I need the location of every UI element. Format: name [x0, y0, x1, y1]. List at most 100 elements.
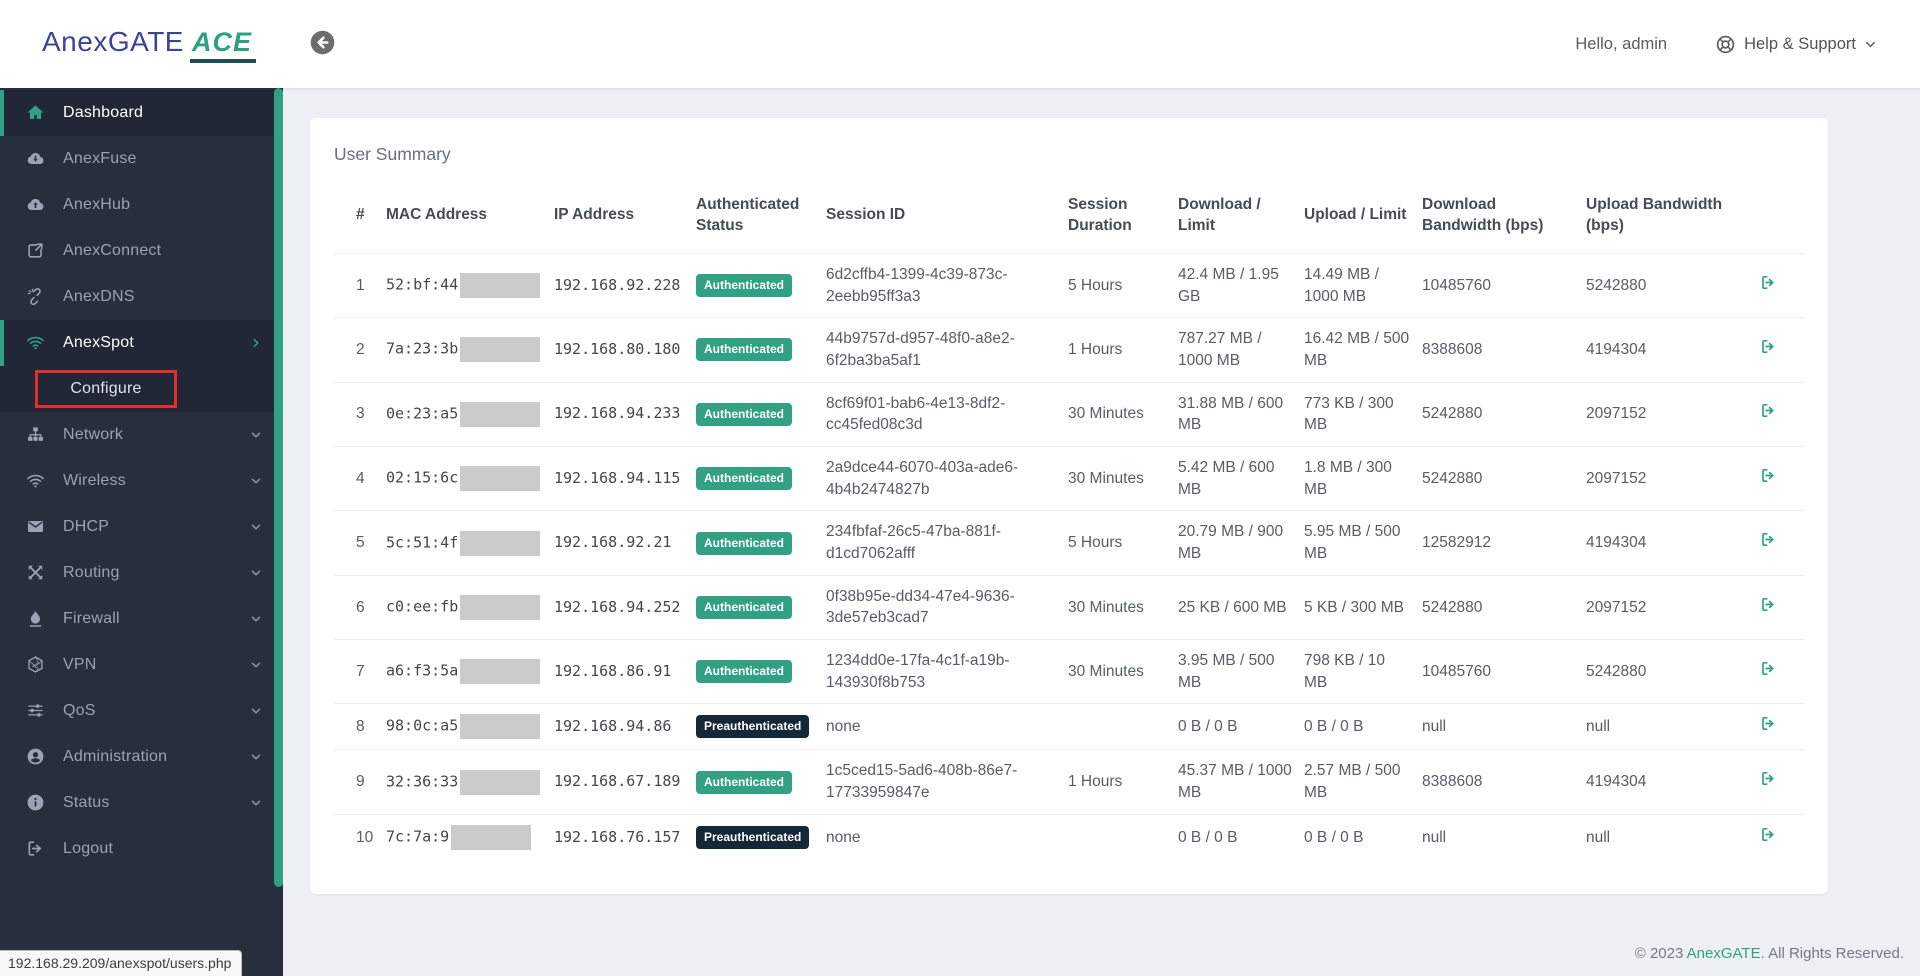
sidebar-item-dashboard[interactable]: Dashboard	[0, 90, 283, 136]
disconnect-user-button[interactable]	[1760, 467, 1777, 487]
table-row: 9 32:36:33 192.168.67.189 Authenticated 1c5c…	[334, 749, 1804, 815]
cloud-upload-icon	[26, 195, 46, 215]
row-number-cell: 6	[334, 574, 386, 640]
sidebar-item-anexdns[interactable]: AnexDNS	[0, 274, 283, 320]
sidebar-item-label: Status	[63, 794, 110, 811]
header-right: Hello, admin Help & Support	[1575, 34, 1920, 55]
row-action-cell	[1760, 317, 1804, 383]
session-duration-cell: 1 Hours	[1068, 749, 1178, 815]
sidebar-item-dhcp[interactable]: DHCP	[0, 504, 283, 550]
footer-brand-link[interactable]: AnexGATE	[1686, 945, 1761, 962]
sidebar-item-network[interactable]: Network	[0, 412, 283, 458]
mac-address-partial: 02:15:6c	[386, 468, 459, 487]
user-summary-table: # MAC Address IP Address Authenticated Stat…	[334, 189, 1804, 860]
sidebar-item-qos[interactable]: QoS	[0, 688, 283, 734]
sidebar-item-anexhub[interactable]: AnexHub	[0, 182, 283, 228]
session-id-cell: none	[826, 703, 1068, 750]
mac-address-partial: 0e:23:a5	[386, 404, 459, 423]
logout-icon	[26, 839, 46, 859]
mac-address-partial: 52:bf:44	[386, 275, 459, 294]
sidebar-item-vpn[interactable]: VPN	[0, 642, 283, 688]
chevron-down-icon	[249, 704, 263, 718]
table-row: 6 c0:ee:fb 192.168.94.252 Authenticated 0f38…	[334, 574, 1804, 640]
disconnect-user-button[interactable]	[1760, 338, 1777, 358]
ip-address-cell: 192.168.80.180	[554, 317, 696, 383]
ip-address-value: 192.168.86.91	[554, 661, 672, 680]
sidebar-item-anexfuse[interactable]: AnexFuse	[0, 136, 283, 182]
help-support-menu[interactable]: Help & Support	[1715, 34, 1878, 55]
sidebar-item-routing[interactable]: Routing	[0, 550, 283, 596]
upload-limit-cell: 5 KB / 300 MB	[1304, 574, 1422, 640]
mac-redaction	[460, 273, 541, 299]
status-bar-url: 192.168.29.209/anexspot/users.php	[0, 950, 243, 976]
column-header-download-bandwidth-bps-: Download Bandwidth (bps)	[1422, 196, 1544, 234]
status-cell: Authenticated	[696, 639, 826, 704]
mac-redaction	[460, 337, 541, 363]
app-logo: AnexGATE ACE	[42, 26, 256, 63]
row-action-cell	[1760, 813, 1804, 860]
disconnect-user-button[interactable]	[1760, 770, 1777, 790]
disconnect-user-button[interactable]	[1760, 274, 1777, 294]
row-action-cell	[1760, 445, 1804, 511]
life-ring-icon	[1715, 34, 1736, 55]
row-action-cell	[1760, 703, 1804, 750]
ip-address-cell: 192.168.94.252	[554, 574, 696, 640]
status-badge: Authenticated	[696, 531, 793, 555]
sign-out-icon	[1760, 715, 1777, 735]
sidebar-collapse-button[interactable]	[308, 30, 336, 58]
upload-limit-cell: 1.8 MB / 300 MB	[1304, 445, 1422, 511]
disconnect-user-button[interactable]	[1760, 596, 1777, 616]
disconnect-user-button[interactable]	[1760, 826, 1777, 846]
arrows-icon	[26, 563, 46, 583]
sidebar-item-logout[interactable]: Logout	[0, 826, 283, 872]
upload-bandwidth-cell: 2097152	[1586, 381, 1760, 447]
upload-bandwidth-cell: 2097152	[1586, 574, 1760, 640]
chevron-down-icon	[249, 796, 263, 810]
sidebar-item-wireless[interactable]: Wireless	[0, 458, 283, 504]
sign-out-icon	[1760, 274, 1777, 294]
sidebar-scrollbar[interactable]	[274, 88, 283, 887]
upload-limit-cell: 5.95 MB / 500 MB	[1304, 510, 1422, 576]
ip-address-value: 192.168.92.21	[554, 533, 672, 552]
status-cell: Authenticated	[696, 252, 826, 318]
sidebar-item-label: QoS	[63, 702, 96, 719]
sidebar-item-administration[interactable]: Administration	[0, 734, 283, 780]
ip-address-cell: 192.168.94.86	[554, 703, 696, 750]
column-header-mac-address: MAC Address	[386, 206, 488, 224]
session-duration-cell: 30 Minutes	[1068, 445, 1178, 511]
sidebar-item-anexconnect[interactable]: AnexConnect	[0, 228, 283, 274]
upload-limit-cell: 798 KB / 10 MB	[1304, 639, 1422, 704]
row-action-cell	[1760, 749, 1804, 815]
disconnect-user-button[interactable]	[1760, 660, 1777, 680]
download-bandwidth-cell: null	[1422, 813, 1586, 860]
sidebar-item-label: Administration	[63, 748, 168, 765]
ip-address-cell: 192.168.76.157	[554, 813, 696, 860]
sidebar-item-firewall[interactable]: Firewall	[0, 596, 283, 642]
status-badge: Authenticated	[696, 402, 793, 426]
sidebar-item-anexspot[interactable]: AnexSpot	[0, 320, 283, 366]
disconnect-user-button[interactable]	[1760, 715, 1777, 735]
sidebar-item-status[interactable]: Status	[0, 780, 283, 826]
disconnect-user-button[interactable]	[1760, 402, 1777, 422]
column-header-session-duration: Session Duration	[1068, 196, 1132, 234]
mac-address-partial: 5c:51:4f	[386, 533, 459, 552]
upload-limit-cell: 0 B / 0 B	[1304, 813, 1422, 860]
status-badge: Preauthenticated	[696, 825, 810, 849]
status-badge: Authenticated	[696, 660, 793, 684]
mac-address-cell: 02:15:6c	[386, 445, 554, 511]
info-icon	[26, 793, 46, 813]
column-header-upload-bandwidth-bps-: Upload Bandwidth (bps)	[1586, 196, 1723, 234]
chevron-down-icon	[249, 612, 263, 626]
sidebar-item-label: Dashboard	[63, 104, 144, 121]
status-cell: Authenticated	[696, 445, 826, 511]
chevron-down-icon	[249, 474, 263, 488]
upload-limit-cell: 2.57 MB / 500 MB	[1304, 749, 1422, 815]
table-row: 4 02:15:6c 192.168.94.115 Authenticated 2a9d…	[334, 445, 1804, 511]
disconnect-user-button[interactable]	[1760, 531, 1777, 551]
download-limit-cell: 45.37 MB / 1000 MB	[1178, 749, 1304, 815]
mac-redaction	[460, 401, 541, 427]
download-bandwidth-cell: 12582912	[1422, 510, 1586, 576]
copyright-suffix: . All Rights Reserved.	[1760, 945, 1904, 962]
column-header-ip-address: IP Address	[554, 206, 635, 224]
sidebar-item-configure[interactable]: Configure	[0, 366, 283, 412]
